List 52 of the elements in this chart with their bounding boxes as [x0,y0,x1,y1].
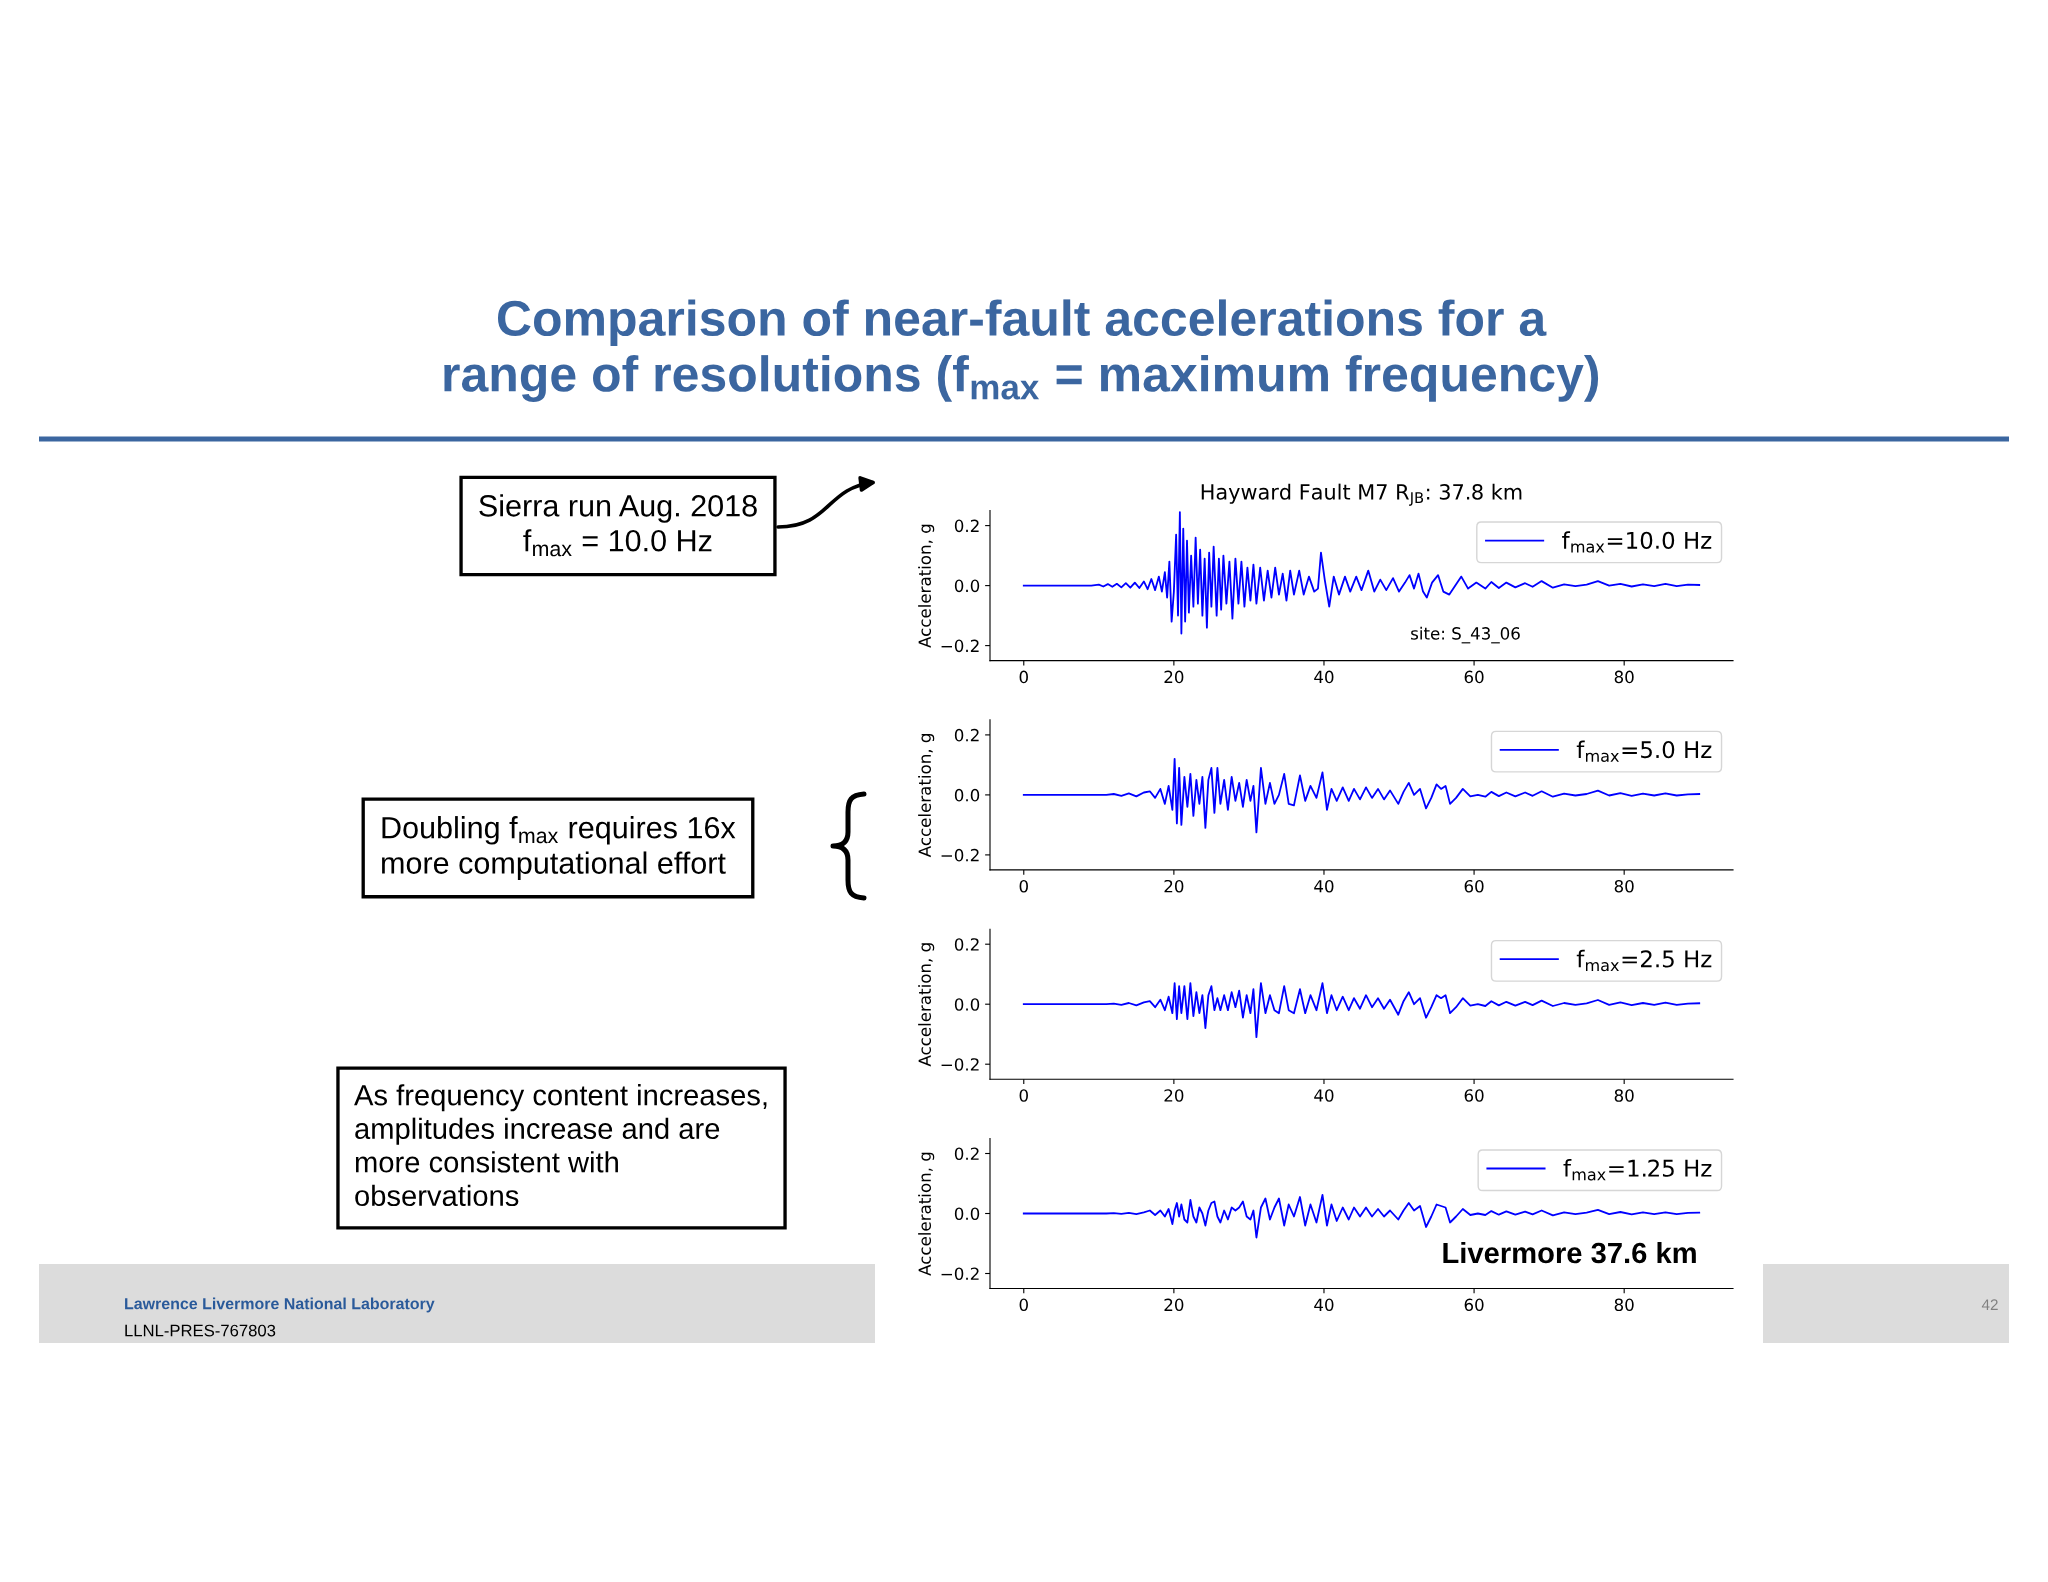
x-tick-label: 60 [1464,670,1484,684]
text: Sierra run Aug. 2018 f$_{max}$ = 10.0 Hz [479,494,757,557]
y-axis-title: Acceleration, g [918,734,935,858]
y-tick-label: 0.2 [954,938,979,951]
y-tick-label: 0.2 [954,1147,979,1161]
x-tick-label: 40 [1314,1298,1334,1312]
x-tick-label: 60 [1464,1298,1484,1312]
y-tick-label: 0.2 [954,519,979,533]
x-tick-label: 20 [1164,879,1184,893]
text: Comparison of near-fault accelerations for a range of resolutions (f$_{max}$ = maximum frequency) [444,299,1599,402]
annotation: site: S_43_06 [1411,626,1520,644]
annotation: Livermore 37.6 km [1443,1241,1696,1264]
x-tick-label: 80 [1614,1089,1634,1102]
x-tick-label: 0 [1019,670,1028,684]
y-tick-label: −0.2 [941,1267,979,1281]
x-tick-label: 80 [1614,670,1634,684]
y-axis-title: Acceleration, g [918,1152,935,1276]
y-tick-label: 0.0 [954,788,980,802]
legend-label: f$_{max}$=10.0 Hz [1562,531,1712,553]
y-axis-title: Acceleration, g [918,524,935,648]
x-tick-label: 20 [1164,1298,1184,1312]
text: Doubling f$_{max}$ requires 16x more computational effort [382,816,736,880]
y-tick-label: 0.0 [954,1207,980,1221]
text: 42 [1981,1299,1998,1310]
x-tick-label: 40 [1314,1089,1334,1102]
chart-title: Hayward Fault M7 R$_{JB}$: 37.8 km [1201,483,1522,506]
x-tick-label: 60 [1464,879,1484,893]
y-tick-label: 0.2 [954,728,979,742]
legend-label: f$_{max}$=5.0 Hz [1576,740,1712,762]
x-tick-label: 0 [1019,1089,1028,1102]
y-tick-label: 0.0 [954,998,980,1011]
y-tick-label: −0.2 [941,1058,979,1071]
x-tick-label: 60 [1464,1089,1484,1102]
line-series [1022,1193,1701,1239]
x-tick-label: 80 [1614,879,1634,893]
legend-label: f$_{max}$=1.25 Hz [1563,1159,1712,1181]
x-tick-label: 20 [1164,1089,1184,1102]
text: As frequency content increases, amplitudes increase and are more consistent with observations [354,1084,767,1207]
x-tick-label: 20 [1164,670,1184,684]
x-tick-label: 40 [1314,879,1334,893]
x-tick-label: 0 [1019,879,1028,893]
y-axis-title: Acceleration, g [918,943,935,1067]
y-tick-label: −0.2 [941,639,979,653]
text: Lawrence Livermore National Laboratory [125,1297,435,1313]
line-series [1022,982,1701,1039]
y-tick-label: 0.0 [954,579,980,593]
legend-label: f$_{max}$=2.5 Hz [1576,949,1712,972]
x-tick-label: 80 [1614,1298,1634,1312]
x-tick-label: 0 [1019,1298,1028,1312]
text: LLNL-PRES-767803 [125,1324,276,1337]
x-tick-label: 40 [1314,670,1334,684]
y-tick-label: −0.2 [941,848,979,862]
